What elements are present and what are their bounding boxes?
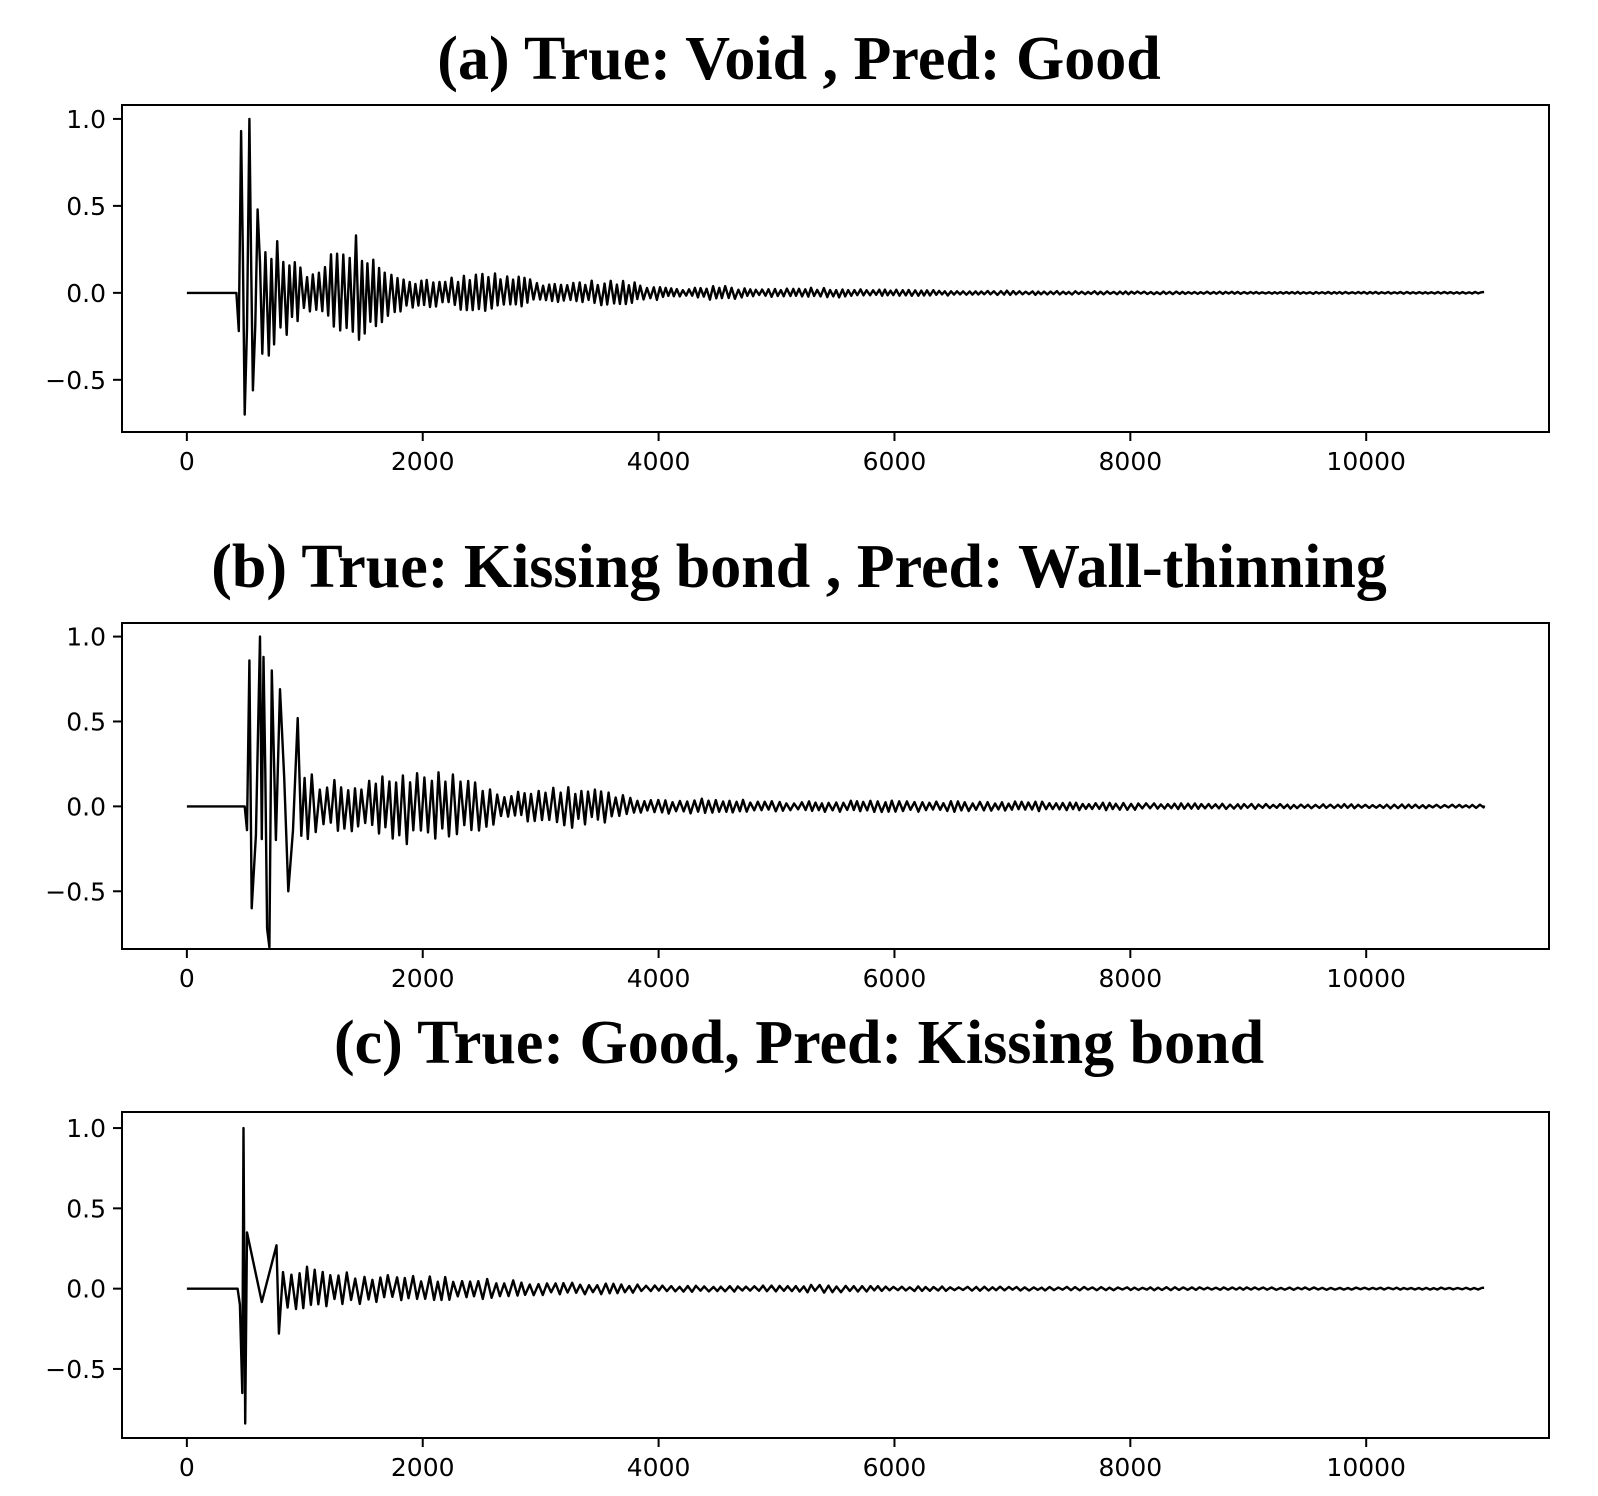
x-tick-label: 8000 <box>1099 964 1163 993</box>
plot-frame <box>121 104 1550 433</box>
y-tick-label: −0.5 <box>45 1355 106 1384</box>
x-tick-label: 0 <box>179 1453 195 1482</box>
panel-c-title: (c) True: Good, Pred: Kissing bond <box>333 1009 1265 1077</box>
chart-panel-a: 0 2000 4000 6000 8000 10000 1.0 0.5 0.0 −0.5 <box>45 104 1550 476</box>
y-tick-label: −0.5 <box>45 366 106 395</box>
y-tick-label: 0.5 <box>66 707 106 736</box>
x-tick-label: 2000 <box>391 447 455 476</box>
panel-b-title: (b) True: Kissing bond , Pred: Wall-thin… <box>211 533 1387 601</box>
signal-line <box>186 117 1485 416</box>
x-tick-label: 10000 <box>1326 964 1406 993</box>
y-tick-label: 0.0 <box>66 792 106 821</box>
x-tick-label: 10000 <box>1326 447 1406 476</box>
x-tick-label: 4000 <box>627 964 691 993</box>
plot-frame <box>121 622 1550 950</box>
plot-frame <box>121 1111 1550 1439</box>
x-tick-label: 8000 <box>1099 1453 1163 1482</box>
y-tick-label: 1.0 <box>66 623 106 652</box>
signal-line <box>186 1126 1485 1425</box>
x-tick-label: 2000 <box>391 1453 455 1482</box>
x-tick-label: 6000 <box>863 964 927 993</box>
y-tick-label: 0.0 <box>66 279 106 308</box>
x-tick-label: 4000 <box>627 447 691 476</box>
y-tick-label: 0.5 <box>66 1194 106 1223</box>
panel-a-title: (a) True: Void , Pred: Good <box>437 25 1161 93</box>
x-tick-label: 0 <box>179 964 195 993</box>
chart-panel-c: 0 2000 4000 6000 8000 10000 1.0 0.5 0.0 −0.5 <box>45 1111 1550 1482</box>
x-tick-label: 0 <box>179 447 195 476</box>
x-tick-label: 4000 <box>627 1453 691 1482</box>
x-tick-label: 6000 <box>863 1453 927 1482</box>
x-tick-label: 10000 <box>1326 1453 1406 1482</box>
y-tick-label: 0.5 <box>66 192 106 221</box>
chart-panel-b: 0 2000 4000 6000 8000 10000 1.0 0.5 0.0 −0.5 <box>45 622 1550 993</box>
x-tick-label: 2000 <box>391 964 455 993</box>
y-tick-label: 1.0 <box>66 105 106 134</box>
y-tick-label: 1.0 <box>66 1114 106 1143</box>
signal-line <box>186 635 1486 949</box>
y-tick-label: −0.5 <box>45 877 106 906</box>
x-tick-label: 8000 <box>1099 447 1163 476</box>
y-tick-label: 0.0 <box>66 1275 106 1304</box>
x-tick-label: 6000 <box>863 447 927 476</box>
